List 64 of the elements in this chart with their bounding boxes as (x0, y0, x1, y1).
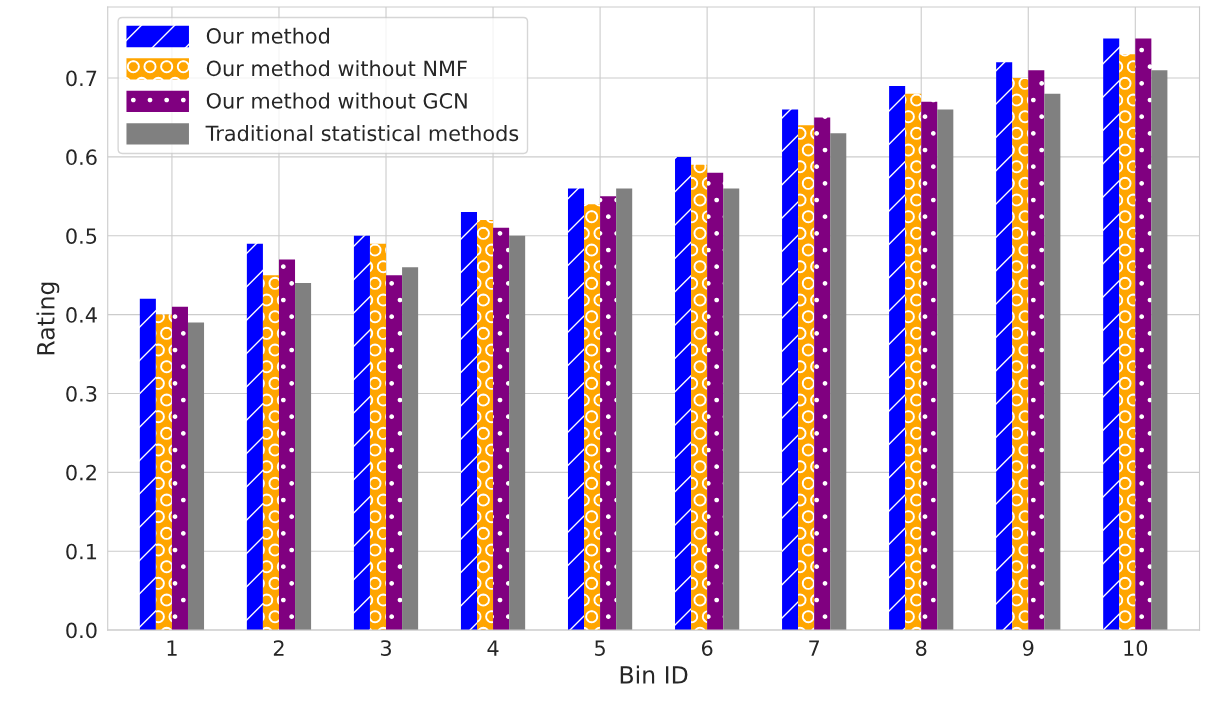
bar (830, 133, 847, 631)
bar (155, 314, 172, 631)
bar (171, 306, 188, 631)
y-tick-label: 0.0 (66, 622, 97, 639)
bar (477, 219, 494, 631)
bar (139, 298, 156, 631)
bar (1103, 38, 1120, 631)
bar (905, 93, 922, 631)
y-tick-label: 0.6 (66, 149, 97, 166)
bar (889, 85, 906, 631)
bar (584, 204, 601, 631)
legend-label: Our method (206, 27, 329, 44)
bar (1119, 54, 1136, 631)
x-tick-label: 6 (701, 640, 713, 656)
x-tick-label: 3 (380, 640, 391, 656)
bar (386, 275, 403, 631)
bar (460, 212, 477, 631)
bar (675, 156, 692, 631)
x-tick-label: 2 (273, 640, 284, 656)
bar (707, 172, 724, 631)
bar (616, 188, 633, 631)
bar (246, 243, 263, 631)
x-axis-title: Bin ID (620, 665, 688, 684)
bar (402, 267, 419, 631)
bar (723, 188, 740, 631)
y-tick-label: 0.2 (66, 464, 96, 481)
bar (1044, 93, 1061, 631)
bar (600, 196, 617, 631)
legend-label: Traditional statistical methods (205, 125, 519, 142)
y-tick-label: 0.3 (66, 385, 97, 402)
bar (1028, 70, 1045, 631)
bar (1135, 38, 1152, 631)
bar (353, 235, 370, 631)
y-tick-label: 0.7 (66, 70, 97, 87)
bar (187, 322, 205, 631)
bar (278, 259, 296, 631)
bar (369, 243, 387, 631)
y-tick-label: 0.1 (66, 543, 97, 560)
bar (996, 62, 1013, 631)
bar (262, 275, 279, 631)
y-axis-title: Rating (36, 282, 60, 355)
bar (691, 164, 708, 631)
bar (782, 109, 799, 631)
legend-label: Our method without NMF (206, 60, 467, 77)
bar (814, 117, 831, 631)
x-tick-label: 9 (1022, 640, 1034, 656)
y-tick-label: 0.5 (66, 228, 97, 244)
x-tick-label: 10 (1124, 640, 1148, 656)
bar (1012, 78, 1029, 631)
legend-label: Our method without GCN (206, 92, 467, 109)
bar (295, 283, 312, 631)
x-tick-label: 5 (595, 640, 605, 656)
bar (493, 227, 510, 631)
bar (1151, 70, 1168, 631)
x-tick-label: 8 (916, 640, 927, 656)
x-tick-label: 7 (809, 640, 820, 656)
bar (567, 188, 585, 631)
x-tick-label: 4 (487, 640, 499, 656)
bar (798, 125, 815, 631)
bar (509, 235, 526, 631)
bar (937, 109, 954, 631)
bar (921, 101, 938, 631)
y-tick-label: 0.4 (66, 307, 97, 323)
x-tick-label: 1 (167, 640, 177, 656)
